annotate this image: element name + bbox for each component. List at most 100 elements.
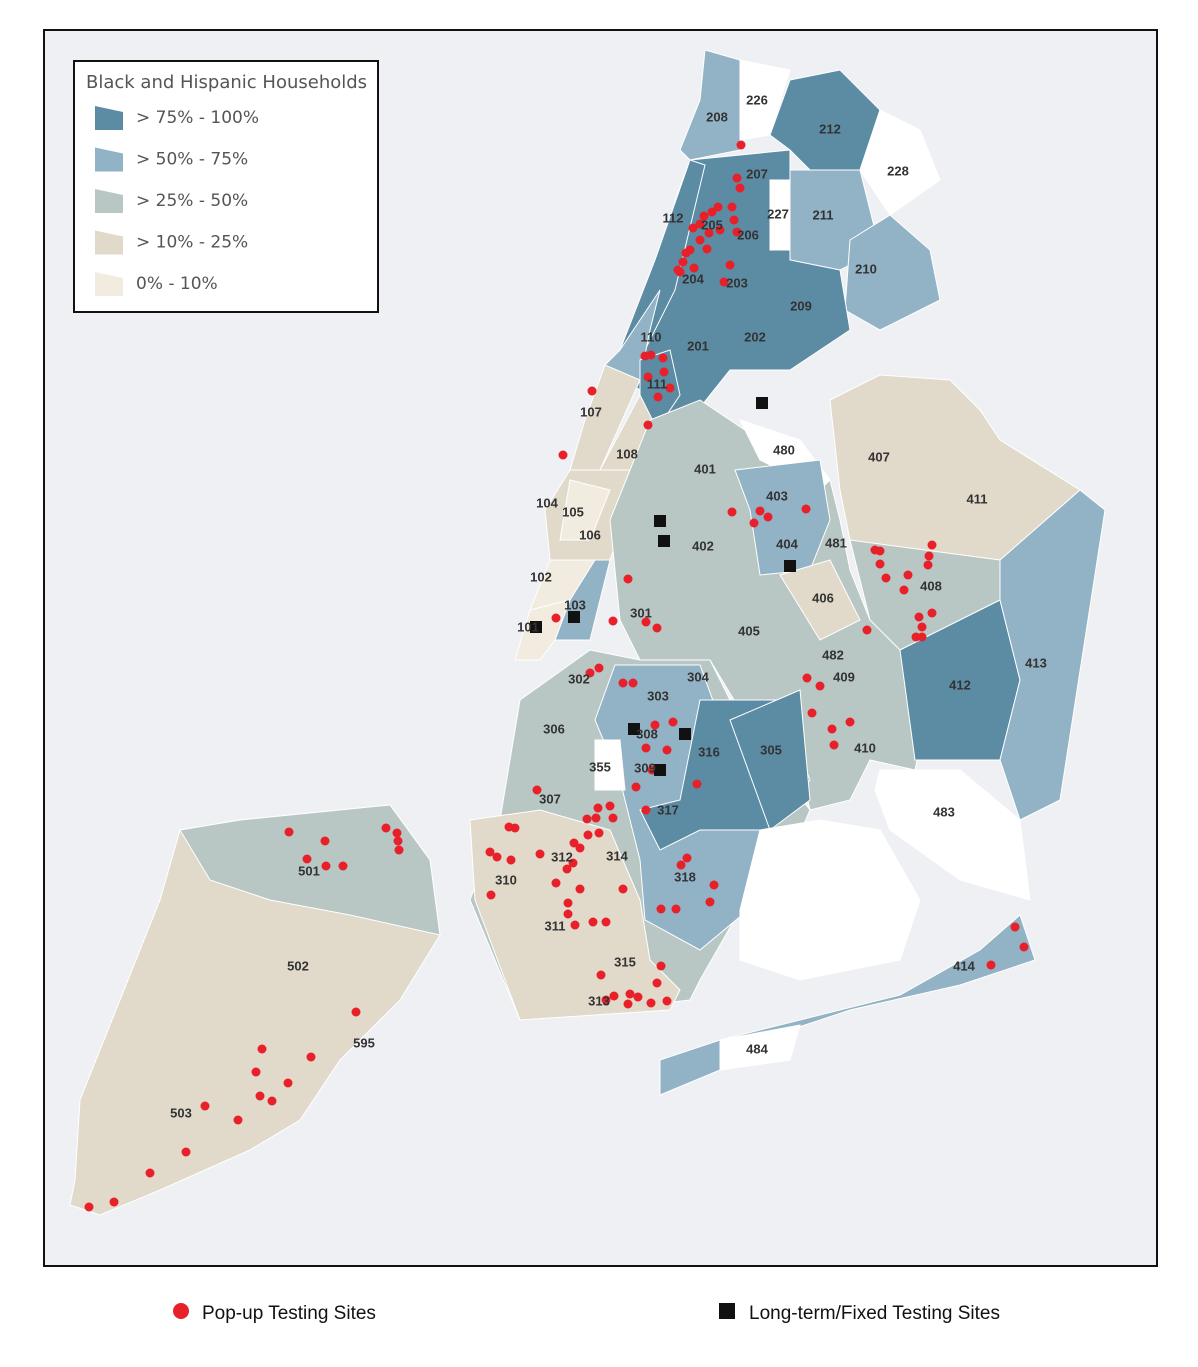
district-label: 203 (726, 275, 748, 290)
key-fixed-symbol (719, 1303, 735, 1319)
popup-site (570, 920, 580, 930)
district-label: 302 (568, 671, 590, 686)
district-label: 482 (822, 647, 844, 662)
legend-label: > 75% - 100% (136, 108, 259, 128)
district-label: 316 (698, 744, 720, 759)
district-label: 311 (545, 918, 566, 933)
popup-site (582, 814, 592, 824)
popup-site (551, 613, 561, 623)
popup-site (631, 782, 641, 792)
popup-site (392, 828, 402, 838)
popup-site (84, 1202, 94, 1212)
popup-site (643, 420, 653, 430)
popup-site (656, 961, 666, 971)
popup-site (658, 353, 668, 363)
popup-site (618, 678, 628, 688)
regions (69, 49, 1106, 1216)
district-label: 112 (663, 210, 684, 225)
district-label: 318 (674, 869, 696, 884)
popup-site (255, 1091, 265, 1101)
legend-label: > 50% - 75% (136, 150, 248, 170)
popup-site (927, 608, 937, 618)
popup-site (927, 540, 937, 550)
popup-site (659, 367, 669, 377)
district-area (769, 179, 791, 251)
popup-site (563, 898, 573, 908)
legend-swatch (95, 189, 123, 213)
district-area (729, 689, 811, 831)
popup-site (924, 551, 934, 561)
district-label: 103 (564, 597, 586, 612)
popup-site (601, 995, 611, 1005)
popup-site (713, 202, 723, 212)
district-label: 209 (790, 298, 812, 313)
popup-site (575, 843, 585, 853)
district-label: 303 (647, 688, 669, 703)
popup-site (763, 512, 773, 522)
legend-label: > 25% - 50% (136, 191, 248, 211)
popup-site (875, 559, 885, 569)
district-label: 202 (744, 329, 766, 344)
legend-box (73, 60, 379, 313)
popup-site (625, 989, 635, 999)
popup-site (558, 450, 568, 460)
popup-site (662, 745, 672, 755)
district-label: 206 (737, 227, 759, 242)
district-label: 481 (825, 535, 847, 550)
fixed-site (654, 764, 666, 776)
popup-site (650, 720, 660, 730)
popup-site (749, 518, 759, 528)
district-label: 480 (773, 442, 795, 457)
district-label: 412 (949, 677, 971, 692)
popup-site (986, 960, 996, 970)
district-label: 227 (767, 206, 789, 221)
popup-site (736, 140, 746, 150)
district-label: 410 (854, 740, 876, 755)
popup-site (729, 215, 739, 225)
popup-site (914, 612, 924, 622)
district-label: 503 (170, 1105, 192, 1120)
popup-site (917, 632, 927, 642)
legend-label: > 10% - 25% (136, 233, 248, 253)
district-label: 405 (738, 623, 760, 638)
popup-site (535, 849, 545, 859)
popup-site (594, 828, 604, 838)
popup-site (678, 257, 688, 267)
popup-site (1010, 922, 1020, 932)
popup-site (725, 260, 735, 270)
fixed-site (658, 535, 670, 547)
district-label: 305 (760, 742, 782, 757)
popup-site (381, 823, 391, 833)
popup-site (923, 560, 933, 570)
district-area (719, 1024, 801, 1071)
popup-site (903, 570, 913, 580)
popup-site (881, 573, 891, 583)
popup-site (623, 574, 633, 584)
popup-site (656, 904, 666, 914)
district-label: 403 (766, 488, 788, 503)
district-label: 105 (562, 504, 584, 519)
popup-site (668, 717, 678, 727)
popup-site (665, 383, 675, 393)
district-label: 408 (920, 578, 942, 593)
district-area (594, 739, 626, 791)
popup-site (755, 506, 765, 516)
district-label: 226 (746, 92, 768, 107)
key-popup-label: Pop-up Testing Sites (202, 1303, 376, 1324)
popup-site (699, 211, 709, 221)
fixed-site (568, 611, 580, 623)
popup-site (551, 878, 561, 888)
popup-site (283, 1078, 293, 1088)
popup-site (719, 277, 729, 287)
legend-swatch (95, 272, 123, 296)
popup-site (801, 504, 811, 514)
popup-site (321, 861, 331, 871)
district-label: 207 (746, 166, 768, 181)
district-label: 355 (589, 759, 611, 774)
popup-site (695, 219, 705, 229)
popup-site (486, 890, 496, 900)
popup-site (671, 904, 681, 914)
popup-site (688, 223, 698, 233)
popup-site (601, 917, 611, 927)
popup-site (591, 813, 601, 823)
